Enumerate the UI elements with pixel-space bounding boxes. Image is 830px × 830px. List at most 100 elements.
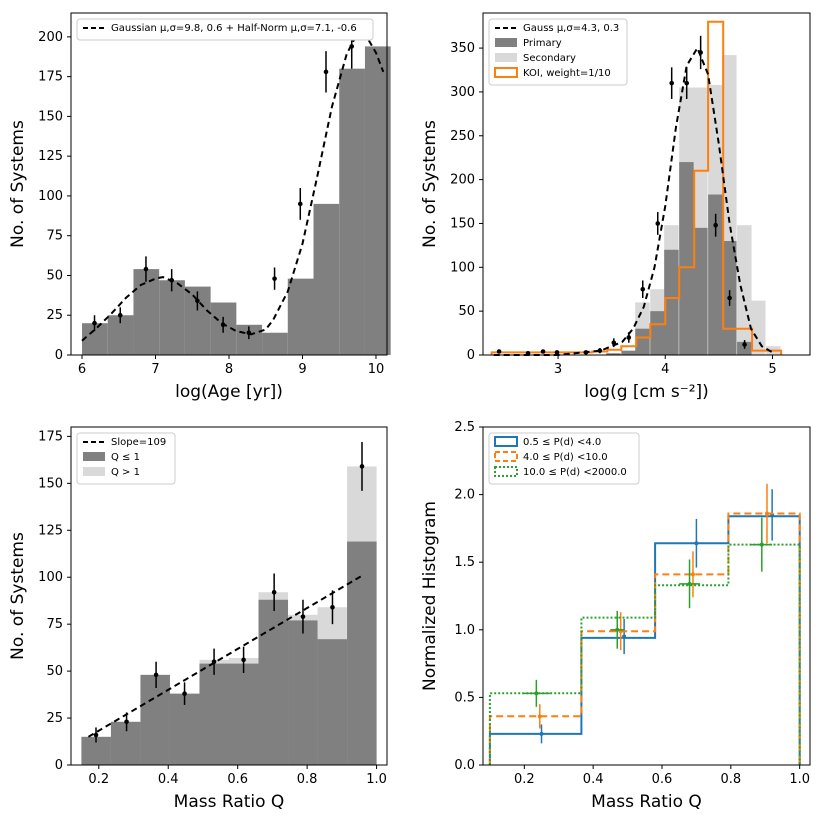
- data-point: [271, 589, 277, 595]
- primary-bar: [664, 249, 679, 355]
- legend-entry: Slope=109: [111, 437, 166, 448]
- plot-frame: [482, 426, 811, 766]
- data-point: [272, 276, 277, 281]
- legend-swatch-orange: [494, 451, 518, 462]
- x-tick-label: 1.0: [366, 772, 387, 787]
- data-point: [698, 50, 703, 55]
- x-tick-label: 10: [368, 362, 385, 377]
- data-point: [764, 511, 769, 516]
- legend-entry: Secondary: [523, 53, 576, 64]
- y-tick-label: 2.5: [454, 420, 475, 435]
- data-point: [597, 348, 603, 353]
- y-tick-label: 1.5: [454, 555, 475, 570]
- histogram-bar: [287, 278, 314, 355]
- step-blue: [488, 515, 801, 765]
- q-le-1-bar: [110, 721, 141, 765]
- x-axis-label: log(Age [yr]): [175, 382, 283, 402]
- x-tick-label: 9: [298, 362, 306, 377]
- y-axis-label: Normalized Histogram: [420, 501, 440, 691]
- x-tick-label: 4: [661, 362, 669, 377]
- y-tick-label: 350: [450, 41, 475, 56]
- data-point: [640, 286, 646, 292]
- x-axis-label: log(g [cm s⁻²]): [584, 382, 709, 402]
- q-le-1-bar: [169, 693, 200, 765]
- x-axis-label: Mass Ratio Q: [591, 792, 702, 812]
- data-point: [690, 572, 695, 577]
- data-point: [195, 298, 200, 304]
- y-tick-label: 25: [46, 711, 63, 726]
- data-point: [153, 672, 159, 678]
- histogram-bar: [262, 332, 288, 355]
- data-point: [694, 541, 699, 546]
- panel-normhist: 0.2 0.4 0.6 0.8 1.0 0.0 0.5 1.0 1.5 2.0 2.5 Mass Ra…: [420, 420, 811, 812]
- secondary-bar: [751, 300, 766, 355]
- y-tick-label: 150: [38, 109, 63, 124]
- legend-box: [76, 18, 374, 41]
- step-green: [488, 543, 801, 765]
- histogram-bar: [159, 280, 185, 355]
- y-tick-label: 25: [46, 308, 63, 323]
- x-tick-label: 0.8: [720, 772, 741, 787]
- x-tick-label: 0.8: [297, 772, 318, 787]
- legend-entry: Q ≤ 1: [111, 452, 140, 463]
- data-point: [540, 349, 546, 354]
- plot-frame: [482, 12, 811, 356]
- data-point: [742, 342, 747, 347]
- y-tick-label: 0: [467, 348, 475, 363]
- data-point: [687, 581, 692, 586]
- primary-bar: [693, 227, 708, 355]
- histogram-bar: [313, 203, 340, 355]
- x-tick-label: 0.4: [583, 772, 604, 787]
- data-point: [615, 627, 620, 632]
- y-tick-label: 300: [450, 85, 475, 100]
- data-point: [713, 222, 718, 228]
- primary-bar: [621, 350, 636, 355]
- legend-entry: KOI, weight=1/10: [523, 68, 611, 79]
- data-point: [684, 80, 690, 86]
- data-point: [727, 295, 732, 301]
- data-point: [93, 732, 99, 738]
- data-point: [525, 350, 531, 356]
- data-point: [300, 614, 306, 619]
- data-point: [534, 691, 539, 696]
- y-tick-label: 50: [458, 304, 475, 319]
- x-tick-label: 0.4: [158, 772, 179, 787]
- legend-entry: 0.5 ≤ P(d) <4.0: [523, 437, 601, 448]
- data-point: [359, 464, 365, 469]
- legend-swatch-dark: [83, 452, 105, 461]
- data-point: [626, 335, 632, 340]
- primary-bar: [650, 311, 665, 355]
- data-point: [92, 320, 97, 326]
- data-point: [611, 340, 617, 346]
- y-tick-label: 75: [46, 229, 63, 244]
- q-le-1-bar: [347, 541, 377, 765]
- q-le-1-bar: [288, 620, 318, 765]
- data-point: [124, 719, 129, 725]
- y-tick-label: 175: [38, 429, 63, 444]
- x-tick-label: 8: [225, 362, 233, 377]
- legend-swatch-orange: [494, 67, 518, 78]
- y-tick-label: 125: [38, 149, 63, 164]
- panel-massratio: 0.2 0.4 0.6 0.8 1.0 0 25 50 75 100 125 150 175 Mass R…: [8, 426, 388, 812]
- data-point: [241, 657, 246, 663]
- q-le-1-bar: [199, 663, 229, 765]
- data-point: [330, 604, 335, 610]
- data-point: [496, 349, 502, 354]
- x-tick-label: 3: [554, 362, 562, 377]
- primary-bar: [635, 328, 650, 355]
- histogram-bar: [133, 269, 160, 355]
- legend-swatch-green: [494, 466, 518, 477]
- y-tick-label: 75: [46, 617, 63, 632]
- y-tick-label: 2.0: [454, 488, 475, 503]
- histogram-bar: [339, 68, 365, 356]
- data-point: [669, 80, 674, 86]
- y-tick-label: 0: [55, 348, 63, 363]
- legend-swatch-light: [83, 467, 105, 476]
- data-point: [759, 542, 764, 547]
- y-axis-label: No. of Systems: [420, 120, 440, 248]
- step-orange: [488, 512, 801, 765]
- y-tick-label: 250: [450, 129, 475, 144]
- fit-curve: [493, 45, 774, 356]
